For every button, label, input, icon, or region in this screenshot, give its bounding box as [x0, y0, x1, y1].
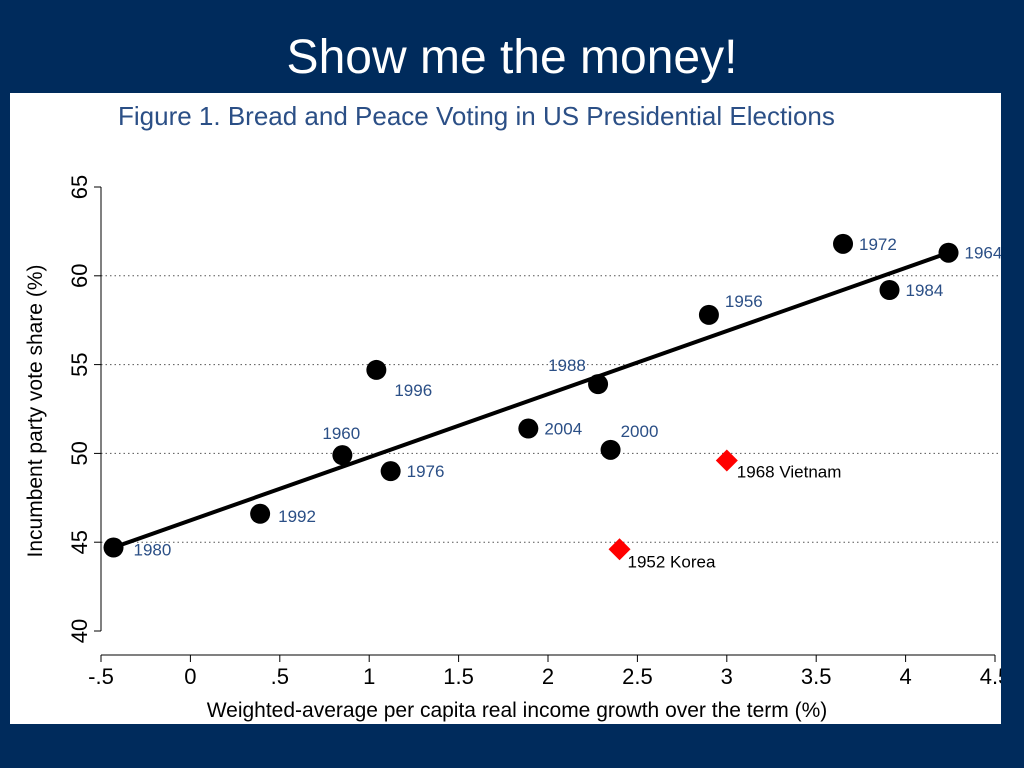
point-label: 1972 — [859, 235, 897, 254]
axes-layer: 40 45 50 55 60 65 -.5 0 .5 1 1.5 2 2.5 3 3.5 4 4.5 — [67, 175, 1001, 689]
point-1980 — [103, 537, 124, 558]
scatter-chart: Figure 1. Bread and Peace Voting in US P… — [24, 101, 1001, 722]
point-label: 2004 — [544, 420, 582, 439]
y-tick-label: 40 — [67, 619, 92, 643]
point-label: 1988 — [548, 356, 586, 375]
point-label: 2000 — [621, 422, 659, 441]
point-1960 — [332, 445, 353, 466]
point-1956 — [698, 304, 719, 325]
point-1988 — [588, 374, 609, 395]
x-tick-label: 2 — [542, 664, 554, 689]
figure-panel: Figure 1. Bread and Peace Voting in US P… — [10, 93, 1001, 724]
point-1984 — [879, 280, 900, 301]
x-tick-label: 1 — [363, 664, 375, 689]
point-label: 1968 Vietnam — [737, 463, 842, 482]
figure-title: Figure 1. Bread and Peace Voting in US P… — [118, 101, 835, 131]
y-tick-label: 55 — [67, 352, 92, 376]
point-1992 — [250, 503, 271, 524]
point-1996 — [366, 359, 387, 380]
point-label: 1964 — [965, 244, 1001, 263]
x-tick-label: 3 — [721, 664, 733, 689]
war-point-1952 — [608, 538, 631, 561]
x-tick-label: 4.5 — [980, 664, 1001, 689]
point-label: 1996 — [394, 381, 432, 400]
point-label: 1956 — [725, 292, 763, 311]
slide-title: Show me the money! — [286, 31, 738, 84]
y-tick-label: 50 — [67, 441, 92, 465]
point-label: 1992 — [278, 507, 316, 526]
y-tick-label: 65 — [67, 175, 92, 199]
point-2004 — [518, 418, 539, 439]
point-label: 1960 — [322, 424, 360, 443]
point-label: 1984 — [906, 281, 944, 300]
x-tick-label: -.5 — [88, 664, 114, 689]
point-label: 1976 — [407, 462, 445, 481]
point-1964 — [938, 242, 959, 263]
y-tick-label: 60 — [67, 264, 92, 288]
y-axis-title: Incumbent party vote share (%) — [24, 265, 47, 558]
war-point-1968 — [715, 449, 738, 472]
x-tick-label: 3.5 — [801, 664, 832, 689]
point-1976 — [380, 461, 401, 482]
x-tick-label: 2.5 — [622, 664, 653, 689]
point-label: 1980 — [134, 541, 172, 560]
x-tick-label: .5 — [271, 664, 289, 689]
x-tick-label: 0 — [184, 664, 196, 689]
y-tick-label: 45 — [67, 530, 92, 554]
labels-layer: 1980 1992 1960 1996 1976 2004 1988 2000 1956 1972… — [134, 235, 1001, 571]
x-tick-label: 1.5 — [443, 664, 474, 689]
x-tick-label: 4 — [899, 664, 911, 689]
point-label: 1952 Korea — [628, 552, 716, 571]
x-axis-title: Weighted-average per capita real income … — [207, 699, 828, 722]
fit-layer — [112, 250, 950, 550]
point-2000 — [600, 439, 621, 460]
fit-line — [112, 250, 950, 550]
grid-layer — [101, 275, 999, 543]
point-1972 — [833, 233, 854, 254]
points-layer — [103, 233, 959, 561]
